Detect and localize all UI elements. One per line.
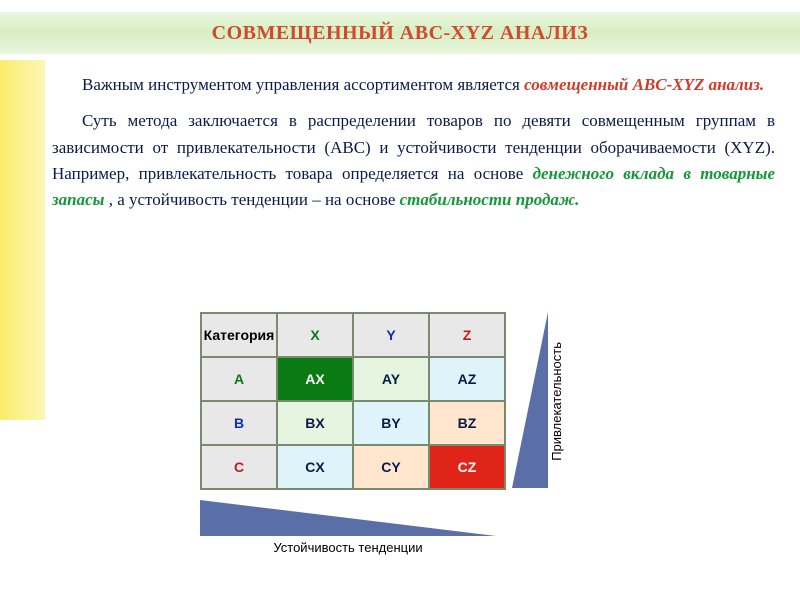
- body-text: Важным инструментом управления ассортиме…: [52, 72, 775, 224]
- vertical-label: Привлекательность: [549, 342, 564, 461]
- paragraph-2: Суть метода заключается в распределении …: [52, 108, 775, 213]
- cell-az: AZ: [429, 357, 505, 401]
- accent-bar: [0, 60, 45, 420]
- cell-bz: BZ: [429, 401, 505, 445]
- right-triangle: Привлекательность: [512, 312, 548, 490]
- cell-cz: CZ: [429, 445, 505, 489]
- row-a: A: [201, 357, 277, 401]
- matrix-block: Категория X Y Z A AX AY AZ B BX BY BZ C …: [200, 312, 548, 490]
- cell-cy: CY: [353, 445, 429, 489]
- hdr-y: Y: [353, 313, 429, 357]
- vertical-label-wrap: Привлекательность: [549, 312, 564, 490]
- cell-by: BY: [353, 401, 429, 445]
- triangle-icon: [512, 312, 548, 488]
- cell-ay: AY: [353, 357, 429, 401]
- table-header-row: Категория X Y Z: [201, 313, 505, 357]
- row-b: B: [201, 401, 277, 445]
- abc-xyz-table: Категория X Y Z A AX AY AZ B BX BY BZ C …: [200, 312, 506, 490]
- table-row: C CX CY CZ: [201, 445, 505, 489]
- row-c: C: [201, 445, 277, 489]
- p1-text: Важным инструментом управления ассортиме…: [82, 75, 524, 94]
- cell-bx: BX: [277, 401, 353, 445]
- hdr-x: X: [277, 313, 353, 357]
- cell-cx: CX: [277, 445, 353, 489]
- table-row: A AX AY AZ: [201, 357, 505, 401]
- hdr-category: Категория: [201, 313, 277, 357]
- cell-ax: AX: [277, 357, 353, 401]
- title-band: СОВМЕЩЕННЫЙ ABC-XYZ АНАЛИЗ: [0, 12, 800, 54]
- hdr-z: Z: [429, 313, 505, 357]
- p2-t2: , а устойчивость тенденции – на основе: [109, 190, 400, 209]
- page-title: СОВМЕЩЕННЫЙ ABC-XYZ АНАЛИЗ: [212, 22, 589, 45]
- p1-emphasis: совмещенный ABC-XYZ анализ.: [524, 75, 764, 94]
- horizontal-label: Устойчивость тенденции: [200, 540, 496, 555]
- paragraph-1: Важным инструментом управления ассортиме…: [52, 72, 775, 98]
- triangle-icon: [200, 500, 496, 536]
- p2-em2: стабильности продаж.: [400, 190, 580, 209]
- bottom-triangle-block: Устойчивость тенденции: [200, 500, 496, 555]
- table-row: B BX BY BZ: [201, 401, 505, 445]
